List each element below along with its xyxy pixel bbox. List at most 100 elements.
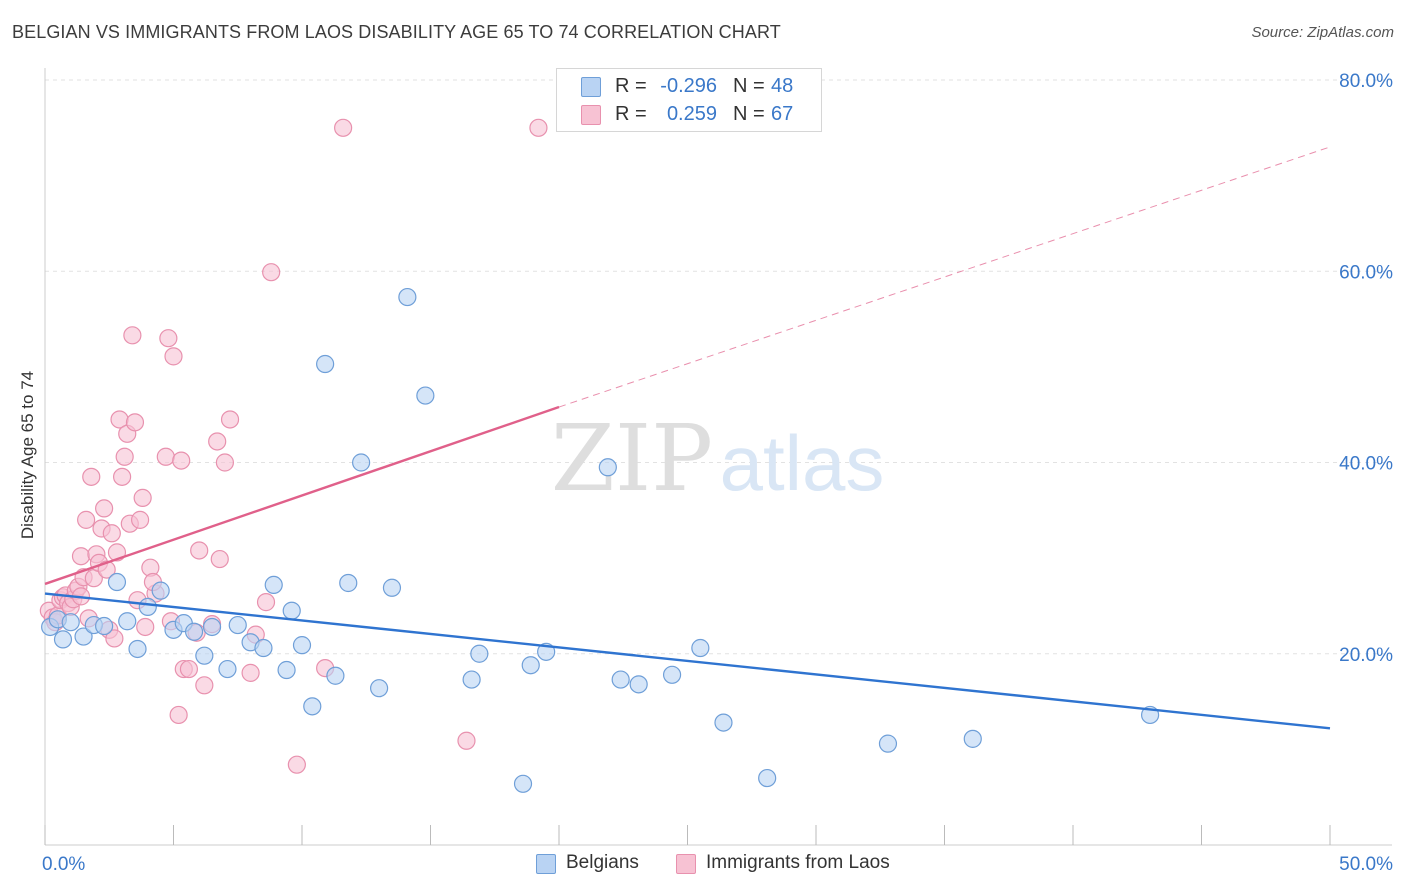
legend-label: Belgians	[566, 852, 639, 873]
source-label: Source: ZipAtlas.com	[1251, 24, 1394, 41]
belgians-point	[151, 581, 170, 600]
tick-labels: 20.0% 40.0% 60.0% 80.0% 0.0% 50.0%	[42, 71, 1393, 875]
belgians-point	[282, 601, 301, 620]
grid-lines	[45, 79, 1392, 655]
laos-point	[195, 676, 214, 695]
correlation-legend: R = -0.296 N = 48 R = 0.259 N = 67	[556, 68, 822, 132]
belgians-point	[878, 734, 898, 753]
belgians-point	[416, 386, 435, 405]
legend-label: Immigrants from Laos	[706, 852, 890, 873]
laos-point	[208, 432, 227, 451]
x-tick-label: 50.0%	[1339, 854, 1393, 875]
belgians-point	[53, 630, 73, 649]
laos-point	[169, 705, 188, 725]
n-value: 48	[771, 75, 794, 97]
laos-point	[334, 118, 353, 137]
watermark-zip: ZIP	[551, 405, 713, 512]
belgians-point	[521, 656, 540, 675]
laos-point	[130, 510, 150, 529]
laos-point	[125, 413, 145, 432]
belgians-trend-line	[44, 592, 1331, 730]
laos-point	[210, 549, 229, 569]
belgians-point	[462, 670, 481, 689]
belgians-point	[691, 638, 710, 658]
belgians-point	[758, 768, 777, 788]
belgians-point	[95, 616, 114, 636]
laos-trend-line	[44, 405, 560, 586]
laos-point	[287, 755, 306, 774]
belgians-point	[513, 774, 533, 793]
belgians-point	[138, 597, 157, 616]
belgians-point	[107, 572, 127, 592]
chart-title: BELGIAN VS IMMIGRANTS FROM LAOS DISABILI…	[12, 22, 781, 42]
belgians-point	[228, 615, 247, 635]
laos-point	[105, 629, 124, 648]
belgians-point	[326, 666, 345, 685]
r-label: R =	[615, 75, 647, 97]
laos-trend-extension	[558, 146, 1331, 408]
belgians-point	[963, 729, 982, 748]
belgians-point	[303, 697, 322, 716]
belgians-point	[184, 622, 204, 641]
y-tick-label: 80.0%	[1339, 71, 1393, 92]
laos-point	[102, 524, 121, 543]
belgians-point	[611, 670, 630, 689]
r-value: -0.296	[660, 75, 717, 97]
y-axis-title: Disability Age 65 to 74	[18, 370, 37, 540]
belgians-point	[714, 713, 733, 732]
laos-point	[82, 467, 101, 486]
legend-row-belgians: R = -0.296 N = 48	[557, 73, 821, 99]
belgians-point	[195, 646, 214, 665]
y-tick-label: 40.0%	[1339, 454, 1393, 475]
r-value: 0.259	[666, 103, 717, 125]
belgians-point	[598, 458, 617, 477]
laos-point	[179, 659, 199, 679]
watermark: ZIP atlas	[551, 405, 884, 512]
laos-point	[115, 447, 134, 466]
laos-point	[172, 451, 191, 470]
belgians-point	[316, 354, 335, 374]
belgians-swatch	[581, 77, 601, 97]
n-label: N =	[733, 75, 765, 97]
x-tick-label: 0.0%	[42, 854, 85, 875]
laos-point	[457, 731, 476, 750]
belgians-point	[398, 287, 417, 307]
laos-point	[136, 617, 155, 637]
belgians-point	[202, 617, 222, 637]
belgians-point	[118, 612, 137, 631]
belgians-point	[264, 575, 283, 595]
laos-point	[215, 453, 234, 472]
belgians-point	[61, 613, 80, 632]
belgians-point	[339, 573, 358, 593]
series-legend: Belgians Immigrants from Laos	[0, 852, 1406, 878]
laos-point	[529, 118, 548, 137]
laos-point	[164, 347, 183, 366]
laos-point	[190, 541, 209, 560]
belgians-point	[370, 679, 389, 698]
watermark-atlas: atlas	[720, 419, 885, 507]
laos-point	[262, 263, 281, 282]
laos-point	[156, 447, 175, 466]
laos-point	[77, 510, 96, 529]
belgians-point	[74, 627, 93, 646]
laos-points	[39, 118, 548, 774]
belgians-point	[254, 638, 273, 658]
laos-point	[241, 663, 260, 682]
belgians-point	[629, 675, 648, 694]
y-tick-label: 20.0%	[1339, 645, 1393, 666]
belgians-point	[218, 659, 237, 679]
belgians-swatch	[536, 854, 556, 874]
belgians-points	[41, 287, 1160, 793]
axes	[44, 68, 1392, 846]
laos-point	[220, 410, 240, 429]
belgians-point	[662, 665, 682, 684]
belgians-point	[128, 639, 147, 659]
trend-lines	[44, 146, 1331, 730]
laos-swatch	[676, 854, 696, 874]
laos-point	[256, 593, 276, 612]
legend-row-laos: R = 0.259 N = 67	[557, 101, 821, 127]
n-value: 67	[771, 103, 794, 125]
laos-point	[95, 499, 114, 518]
y-tick-label: 60.0%	[1339, 262, 1393, 283]
